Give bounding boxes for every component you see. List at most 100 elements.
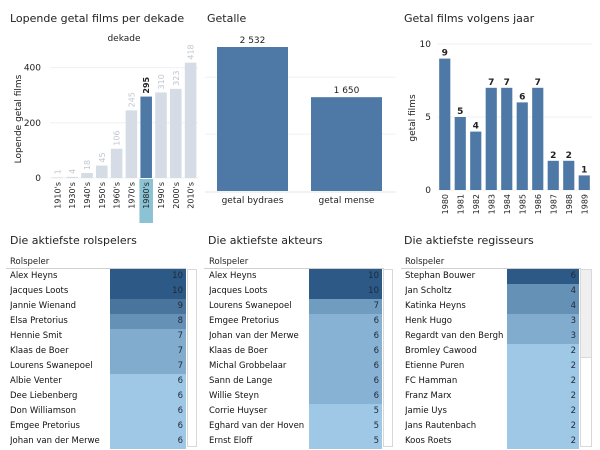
table-row[interactable]: Klaas de Boer 7 bbox=[10, 344, 186, 359]
bar-1985[interactable] bbox=[516, 102, 528, 190]
table-row[interactable]: Sann de Lange 6 bbox=[209, 374, 382, 389]
table-row[interactable]: Jacques Loots 10 bbox=[10, 284, 186, 299]
table-row[interactable]: Franz Marx 2 bbox=[405, 389, 579, 404]
x-tick-label[interactable]: 1982 bbox=[472, 194, 481, 214]
scrollbar[interactable] bbox=[580, 269, 592, 447]
x-tick-label[interactable]: 1989 bbox=[580, 194, 589, 214]
table-row[interactable]: Bromley Cawood 2 bbox=[405, 344, 579, 359]
x-tick-label[interactable]: 1950's bbox=[98, 182, 107, 209]
table-row[interactable]: Jannie Wienand 9 bbox=[10, 299, 186, 314]
table-row[interactable]: Klaas de Boer 6 bbox=[209, 344, 382, 359]
table-row[interactable]: Johan van der Merwe 6 bbox=[209, 329, 382, 344]
scrollbar[interactable] bbox=[383, 269, 393, 447]
x-tick-label[interactable]: 1987 bbox=[549, 194, 558, 214]
row-value: 2 bbox=[570, 391, 576, 401]
row-name: Regardt van den Bergh bbox=[405, 331, 504, 341]
table-row[interactable]: Alex Heyns 10 bbox=[10, 269, 186, 284]
table-row[interactable]: Eghard van der Hoven 5 bbox=[209, 419, 382, 434]
table-row[interactable]: Lourens Swanepoel 7 bbox=[209, 299, 382, 314]
table-row[interactable]: Albie Venter 6 bbox=[10, 374, 186, 389]
x-tick-label[interactable]: 2010's bbox=[187, 182, 196, 209]
table-row[interactable]: Regardt van den Bergh 3 bbox=[405, 329, 579, 344]
column-header-rolspeler[interactable]: Rolspeler bbox=[10, 257, 50, 267]
x-tick-label[interactable]: 1983 bbox=[487, 194, 496, 214]
x-tick-label[interactable]: 1910's bbox=[53, 182, 62, 209]
row-name: Lourens Swanepoel bbox=[209, 301, 292, 311]
bar-1930s[interactable] bbox=[66, 176, 78, 178]
x-tick-label[interactable]: 1990's bbox=[157, 182, 166, 209]
x-tick-label[interactable]: getal mense bbox=[319, 196, 375, 206]
bar-1970s[interactable] bbox=[125, 110, 138, 178]
decade-chart: dekade Lopende getal films 0 200 400 1 1910's 4… bbox=[14, 34, 198, 223]
bar-1910s[interactable] bbox=[51, 177, 64, 178]
table-row[interactable]: Johan van der Merwe 6 bbox=[10, 434, 186, 449]
table-row[interactable]: Corrie Huyser 5 bbox=[209, 404, 382, 419]
table-row[interactable]: Jacques Loots 10 bbox=[209, 284, 382, 299]
table-row[interactable]: Ernst Eloff 5 bbox=[209, 434, 382, 449]
bar-1960s[interactable] bbox=[110, 148, 123, 178]
bar-1980[interactable] bbox=[439, 58, 451, 190]
x-tick-label[interactable]: 1940's bbox=[83, 182, 92, 209]
bar-1990s[interactable] bbox=[155, 92, 167, 178]
table-row[interactable]: Jans Rautenbach 2 bbox=[405, 419, 579, 434]
table-row[interactable]: Stephan Bouwer 6 bbox=[405, 269, 579, 284]
x-tick-label[interactable]: 1980 bbox=[441, 194, 450, 214]
table-row[interactable]: Elsa Pretorius 8 bbox=[10, 314, 186, 329]
table-row[interactable]: FC Hamman 2 bbox=[405, 374, 579, 389]
bar-1982[interactable] bbox=[470, 131, 482, 190]
table-row[interactable]: Etienne Puren 2 bbox=[405, 359, 579, 374]
bar-1950s[interactable] bbox=[96, 165, 108, 178]
bar-1940s[interactable] bbox=[81, 173, 93, 178]
row-value: 7 bbox=[373, 301, 379, 311]
bar-1981[interactable] bbox=[454, 117, 466, 190]
x-tick-label[interactable]: 1981 bbox=[456, 194, 465, 214]
table-row[interactable]: Lourens Swanepoel 7 bbox=[10, 359, 186, 374]
row-value: 2 bbox=[570, 346, 576, 356]
table-row[interactable]: Koos Roets 2 bbox=[405, 434, 579, 449]
table-row[interactable]: Hennie Smit 7 bbox=[10, 329, 186, 344]
x-tick-label[interactable]: 2000's bbox=[172, 182, 181, 209]
x-tick-label[interactable]: getal bydraes bbox=[222, 196, 284, 206]
table-akteurs: Die aktiefste akteurs Rolspeler Alex Hey… bbox=[200, 225, 400, 450]
x-tick-label[interactable]: 1970's bbox=[127, 182, 136, 209]
bar-getal-mense[interactable] bbox=[311, 97, 382, 191]
x-tick-label[interactable]: 1988 bbox=[565, 194, 574, 214]
bar-getal-bydraes[interactable] bbox=[217, 47, 288, 191]
selected-category-highlight[interactable] bbox=[139, 179, 153, 223]
bar-2010s[interactable] bbox=[184, 62, 197, 178]
bar-1988[interactable] bbox=[563, 160, 575, 190]
table-row[interactable]: Henk Hugo 3 bbox=[405, 314, 579, 329]
row-value: 6 bbox=[177, 406, 183, 416]
scrollbar[interactable] bbox=[187, 269, 197, 447]
table-row[interactable]: Emgee Pretorius 6 bbox=[209, 314, 382, 329]
bar-1987[interactable] bbox=[547, 160, 559, 190]
table-row[interactable]: Alex Heyns 10 bbox=[209, 269, 382, 284]
x-tick-label[interactable]: 1930's bbox=[68, 182, 77, 209]
x-tick-label[interactable]: 1980's bbox=[142, 182, 151, 209]
table-row[interactable]: Jamie Uys 2 bbox=[405, 404, 579, 419]
row-name: Stephan Bouwer bbox=[405, 271, 476, 281]
bar-1983[interactable] bbox=[485, 87, 497, 190]
data-label: 245 bbox=[127, 92, 136, 107]
table-row[interactable]: Dee Liebenberg 6 bbox=[10, 389, 186, 404]
table-row[interactable]: Willie Steyn 6 bbox=[209, 389, 382, 404]
bar-1984[interactable] bbox=[501, 87, 513, 190]
table-row[interactable]: Don Williamson 6 bbox=[10, 404, 186, 419]
column-header-rolspeler[interactable]: Rolspeler bbox=[209, 257, 249, 267]
column-header-rolspeler[interactable]: Rolspeler bbox=[405, 257, 445, 267]
row-name: Albie Venter bbox=[10, 376, 62, 386]
x-tick-label[interactable]: 1960's bbox=[113, 182, 122, 209]
bar-1986[interactable] bbox=[532, 87, 544, 190]
x-tick-label[interactable]: 1984 bbox=[503, 194, 512, 214]
scrollbar-thumb[interactable] bbox=[581, 270, 591, 358]
table-row[interactable]: Jan Scholtz 4 bbox=[405, 284, 579, 299]
table-row[interactable]: Katinka Heyns 4 bbox=[405, 299, 579, 314]
bar-1980s[interactable] bbox=[140, 96, 152, 178]
table-row[interactable]: Emgee Pretorius 6 bbox=[10, 419, 186, 434]
x-tick-label[interactable]: 1985 bbox=[518, 194, 527, 214]
value-cell: 10 bbox=[309, 284, 382, 299]
bar-2000s[interactable] bbox=[170, 88, 182, 178]
table-row[interactable]: Michal Grobbelaar 6 bbox=[209, 359, 382, 374]
x-tick-label[interactable]: 1986 bbox=[534, 194, 543, 214]
bar-1989[interactable] bbox=[578, 175, 590, 190]
